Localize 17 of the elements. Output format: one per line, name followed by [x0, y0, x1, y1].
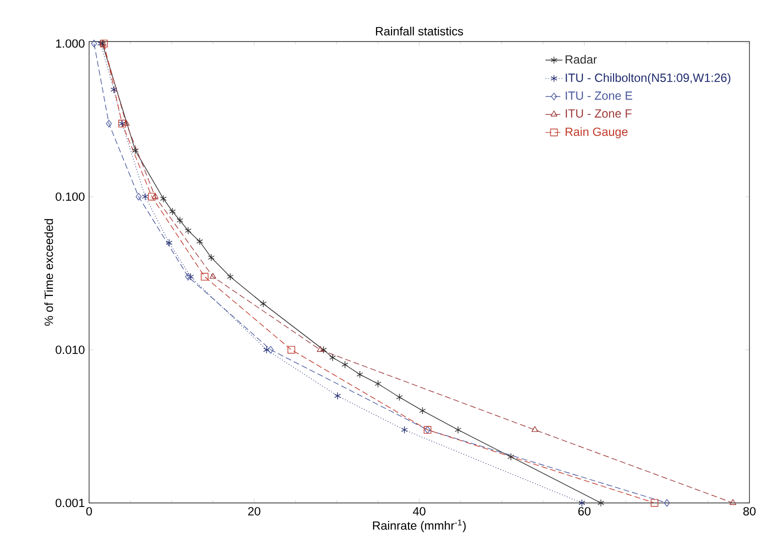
x-tick-label: 60 [578, 506, 590, 516]
x-tick-label: 0 [86, 506, 92, 516]
x-tick-label: 80 [743, 506, 756, 516]
legend-label: ITU - Zone E [566, 91, 632, 100]
x-axis-title: Rainrate (mmhr$^{-1}$) [373, 519, 466, 532]
chart-title: Rainfall statistics [376, 26, 464, 36]
y-tick-label: 0.100 [56, 192, 84, 201]
y-tick-label: 0.010 [56, 345, 84, 354]
y-tick-label: 0.001 [56, 498, 84, 507]
legend-label: ITU - Zone F [566, 109, 632, 118]
legend-label: ITU - Chilbolton(N51:09,W1:26) [566, 73, 730, 84]
x-tick-label: 40 [412, 506, 426, 516]
x-tick-label: 20 [248, 506, 260, 516]
y-axis-title: % of Time exceeded [44, 218, 54, 326]
legend-label: Radar [566, 54, 597, 64]
y-tick-label: 1.000 [56, 39, 84, 48]
legend-label: Rain Gauge [566, 127, 628, 138]
